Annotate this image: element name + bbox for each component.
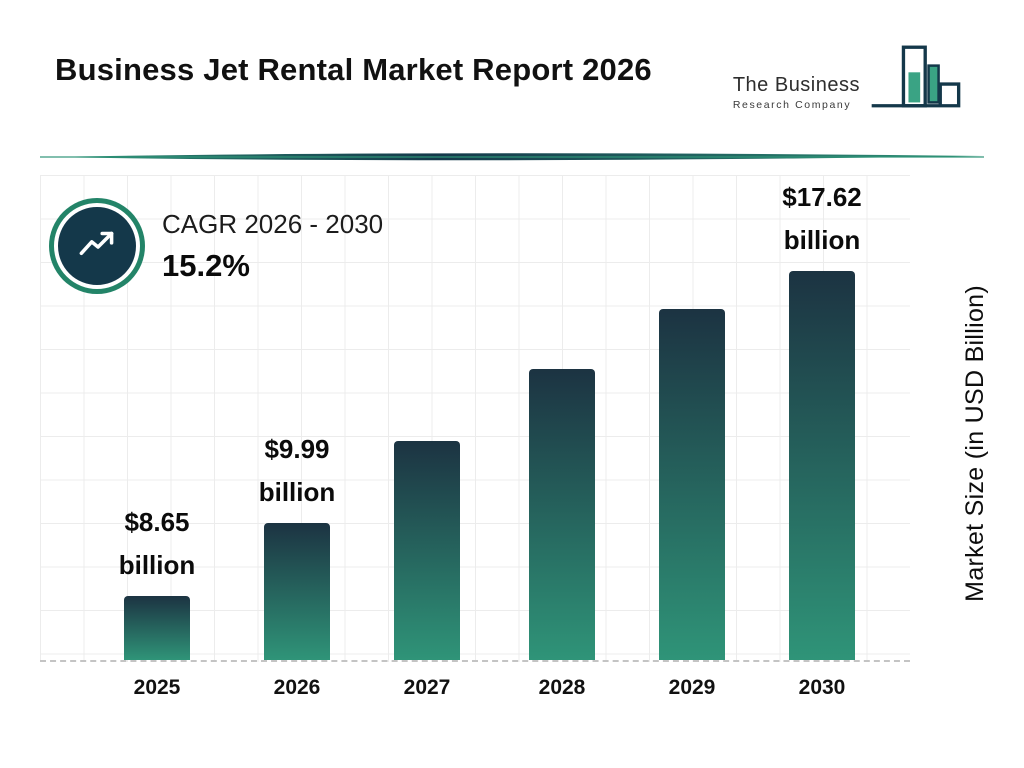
bar-column-2027: 2027 (352, 441, 502, 699)
x-tick-2028: 2028 (538, 676, 586, 699)
cagr-text: CAGR 2026 - 2030 15.2% (162, 209, 383, 284)
company-name: The Business (732, 74, 860, 96)
bar-chart: CAGR 2026 - 2030 15.2% $8.65 billion 202… (40, 175, 910, 699)
bar-column-2025: $8.65 billion 2025 (82, 501, 232, 699)
company-logo: The Business Research Company (733, 40, 962, 123)
value-amount: $8.65 (124, 507, 190, 538)
cagr-range-label: CAGR 2026 - 2030 (162, 208, 384, 239)
value-unit: billion (118, 550, 196, 581)
x-tick-2026: 2026 (273, 676, 321, 699)
value-amount: $9.99 (264, 434, 330, 465)
logo-bar-chart-icon (870, 40, 962, 123)
divider (40, 152, 984, 162)
value-amount: $17.62 (782, 182, 862, 213)
bar-2025 (124, 596, 190, 660)
bar-column-2030: $17.62 billion 2030 (747, 176, 897, 699)
company-logo-text: The Business Research Company (733, 74, 860, 123)
trending-up-icon (54, 203, 140, 289)
bar-2026 (264, 523, 330, 660)
value-unit: billion (258, 477, 336, 508)
bar-2028 (529, 369, 595, 660)
x-tick-2025: 2025 (133, 676, 181, 699)
x-tick-2027: 2027 (403, 676, 451, 699)
bar-value-label: $9.99 billion (259, 428, 336, 514)
bar-column-2029: 2029 (617, 309, 767, 699)
bar-column-2028: 2028 (487, 369, 637, 699)
cagr-badge: CAGR 2026 - 2030 15.2% (54, 203, 383, 289)
y-axis-label: Market Size (in USD Billion) (961, 285, 989, 602)
bar-value-label: $8.65 billion (119, 501, 196, 587)
company-subtitle: Research Company (732, 99, 852, 111)
page-title: Business Jet Rental Market Report 2026 (55, 52, 652, 87)
x-tick-2030: 2030 (798, 676, 846, 699)
bar-2027 (394, 441, 460, 660)
bar-2029 (659, 309, 725, 660)
cagr-value: 15.2% (162, 247, 250, 283)
value-unit: billion (783, 225, 861, 256)
x-tick-2029: 2029 (668, 676, 716, 699)
bar-value-label: $17.62 billion (782, 176, 862, 262)
bar-2030 (789, 271, 855, 660)
bar-column-2026: $9.99 billion 2026 (222, 428, 372, 699)
